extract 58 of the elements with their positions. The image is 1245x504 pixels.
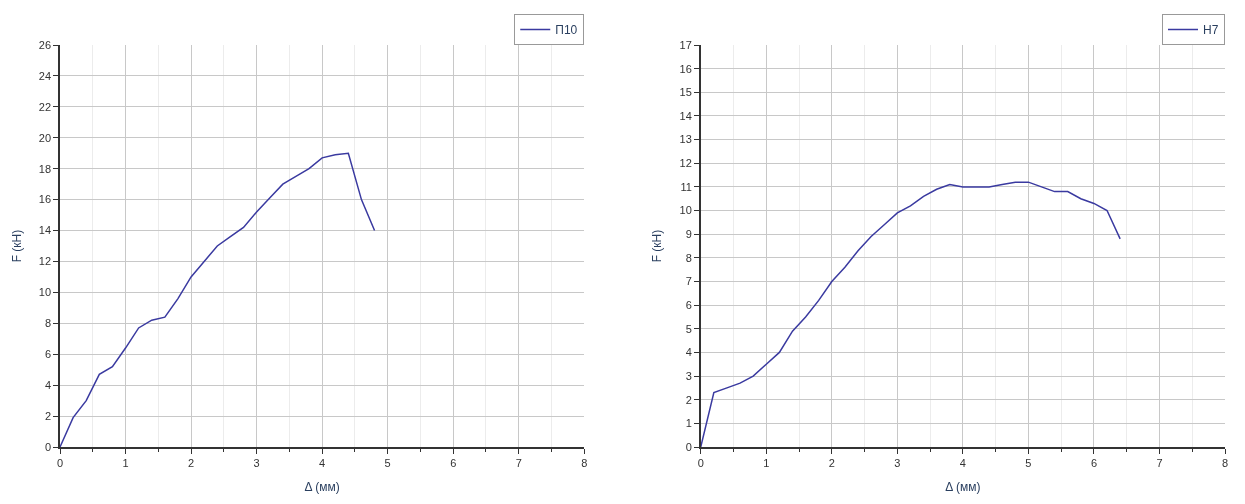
x-tick-label: 6 — [450, 456, 457, 469]
y-tick-label: 5 — [685, 322, 692, 335]
x-axis-title: Δ (мм) — [945, 480, 981, 495]
x-tick-label: 5 — [1025, 456, 1032, 469]
x-tick-label: 7 — [515, 456, 522, 469]
y-tick-label: 12 — [38, 255, 52, 268]
y-tick-label: 10 — [38, 286, 52, 299]
y-tick-label: 2 — [685, 393, 692, 406]
x-tick-label: 0 — [697, 456, 704, 469]
y-tick-label: 18 — [38, 162, 52, 175]
y-tick-label: 7 — [685, 275, 692, 288]
x-tick-label: 4 — [319, 456, 326, 469]
y-axis-title: F (кН) — [650, 229, 665, 263]
x-tick-label: 6 — [1090, 456, 1097, 469]
y-tick-label: 11 — [680, 180, 692, 193]
x-tick-label: 3 — [894, 456, 901, 469]
x-tick-label: 1 — [122, 456, 129, 469]
y-tick-label: 13 — [679, 133, 692, 146]
y-tick-label: 8 — [44, 317, 52, 330]
y-tick-label: 1 — [685, 417, 692, 430]
y-tick-label: 16 — [38, 193, 52, 206]
y-tick-label: 9 — [685, 228, 692, 241]
x-tick-label: 1 — [763, 456, 770, 469]
x-tick-label: 2 — [188, 456, 195, 469]
x-tick-label: 8 — [581, 456, 588, 469]
y-axis-title: F (кН) — [9, 229, 24, 263]
y-tick-label: 0 — [44, 440, 52, 453]
y-tick-label: 6 — [685, 298, 692, 311]
y-tick-label: 4 — [685, 346, 692, 359]
y-tick-label: 4 — [44, 379, 52, 391]
y-tick-label: 17 — [679, 38, 692, 51]
y-tick-label: 26 — [38, 38, 52, 51]
y-tick-label: 16 — [679, 62, 692, 75]
x-tick-label: 8 — [1221, 456, 1229, 469]
y-tick-label: 24 — [38, 69, 52, 82]
y-tick-label: 22 — [38, 100, 52, 113]
y-tick-label: 14 — [38, 224, 52, 237]
y-tick-label: 12 — [679, 157, 692, 170]
legend-label: П10 — [555, 23, 578, 38]
x-tick-label: 3 — [253, 456, 260, 469]
y-tick-label: 3 — [685, 369, 692, 382]
line-series — [60, 152, 376, 447]
x-tick-label: 0 — [56, 456, 64, 469]
line-series — [700, 181, 1121, 447]
x-tick-label: 7 — [1156, 456, 1163, 469]
x-tick-label: 4 — [959, 456, 966, 469]
legend-label: Н7 — [1203, 23, 1219, 38]
y-tick-label: 2 — [44, 409, 52, 422]
x-axis-title: Δ (мм) — [304, 480, 340, 495]
y-tick-label: 6 — [44, 348, 52, 361]
x-tick-label: 5 — [384, 456, 391, 469]
y-tick-label: 10 — [679, 204, 692, 217]
y-tick-label: 0 — [685, 440, 692, 453]
y-tick-label: 20 — [38, 131, 52, 144]
x-tick-label: 2 — [828, 456, 835, 469]
y-tick-label: 8 — [685, 251, 692, 264]
y-tick-label: 15 — [679, 86, 692, 99]
y-tick-label: 14 — [679, 109, 692, 122]
